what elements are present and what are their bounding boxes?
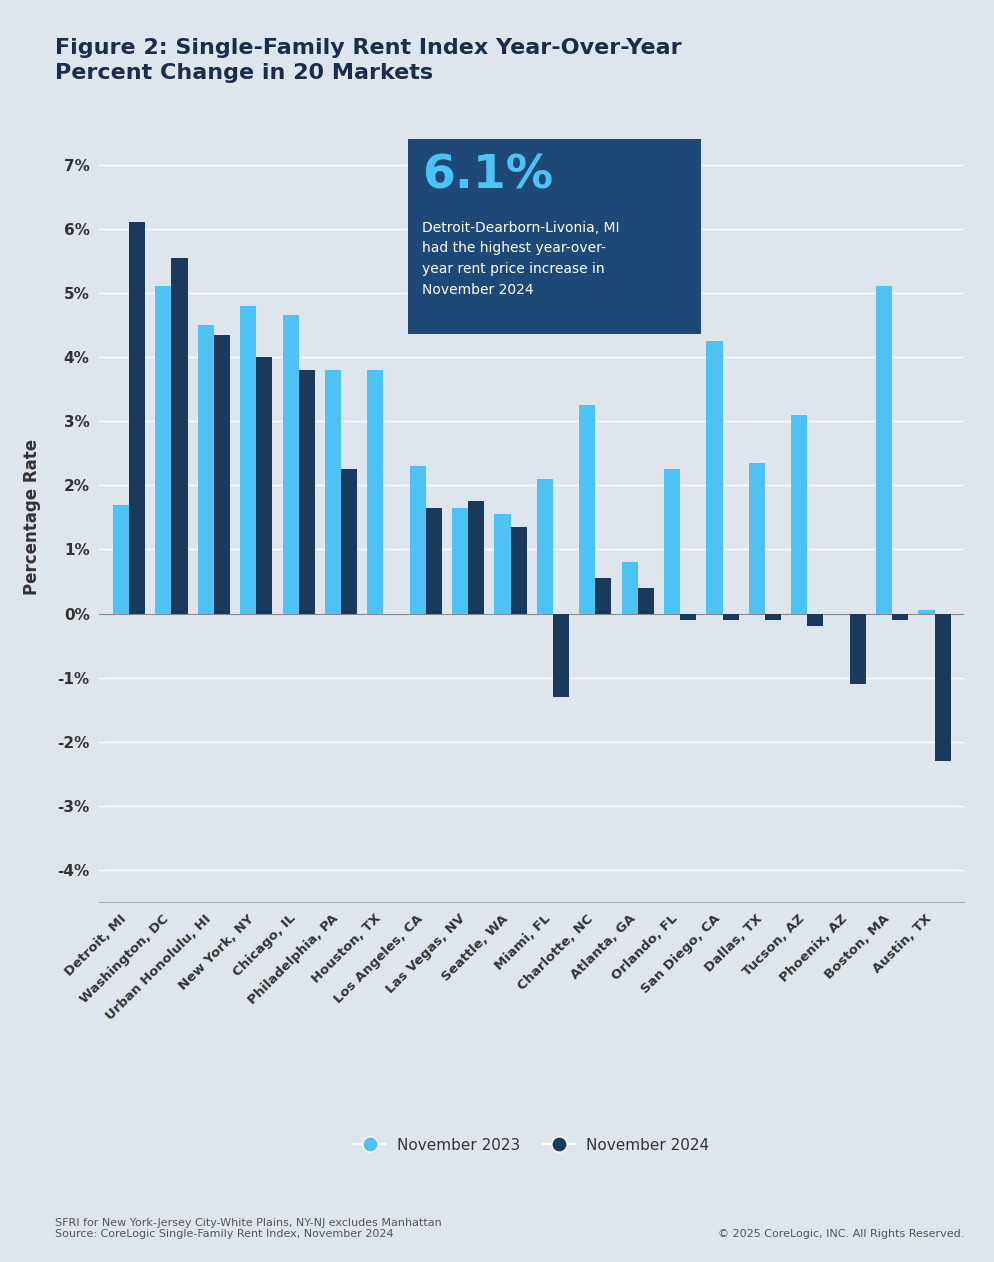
Bar (791, 415, 807, 613)
Bar (638, 588, 654, 613)
Bar (850, 613, 866, 684)
Bar (468, 501, 484, 613)
Bar (595, 578, 611, 613)
Bar (113, 505, 129, 613)
Bar (511, 528, 527, 613)
Bar (282, 316, 298, 613)
Text: Detroit-Dearborn-Livonia, MI
had the highest year-over-
year rent price increase: Detroit-Dearborn-Livonia, MI had the hig… (422, 221, 620, 297)
Bar (425, 507, 442, 613)
Bar (368, 370, 384, 613)
Bar (410, 466, 425, 613)
Y-axis label: Percentage Rate: Percentage Rate (23, 439, 41, 596)
Bar (723, 613, 739, 620)
Bar (452, 507, 468, 613)
Bar (807, 613, 823, 626)
Bar (494, 514, 511, 613)
Bar (707, 341, 723, 613)
Bar (621, 563, 638, 613)
Bar (198, 324, 214, 613)
Bar (341, 469, 357, 613)
Bar (155, 286, 172, 613)
Text: © 2025 CoreLogic, INC. All Rights Reserved.: © 2025 CoreLogic, INC. All Rights Reserv… (718, 1229, 964, 1239)
Bar (298, 370, 315, 613)
Text: Figure 2: Single-Family Rent Index Year-Over-Year
Percent Change in 20 Markets: Figure 2: Single-Family Rent Index Year-… (55, 38, 681, 82)
Text: 6.1%: 6.1% (422, 154, 554, 199)
Bar (129, 222, 145, 613)
Bar (748, 463, 765, 613)
Bar (934, 613, 950, 761)
Bar (876, 286, 893, 613)
Bar (918, 611, 934, 613)
Text: SFRI for New York-Jersey City-White Plains, NY-NJ excludes Manhattan
Source: Cor: SFRI for New York-Jersey City-White Plai… (55, 1218, 441, 1239)
Bar (325, 370, 341, 613)
Bar (214, 334, 230, 613)
Legend: November 2023, November 2024: November 2023, November 2024 (347, 1129, 717, 1160)
Bar (553, 613, 570, 697)
Bar (172, 257, 188, 613)
Bar (537, 480, 553, 613)
Bar (580, 405, 595, 613)
Bar (241, 305, 256, 613)
Bar (893, 613, 909, 620)
Bar (765, 613, 781, 620)
Bar (664, 469, 680, 613)
Bar (680, 613, 696, 620)
Bar (256, 357, 272, 613)
